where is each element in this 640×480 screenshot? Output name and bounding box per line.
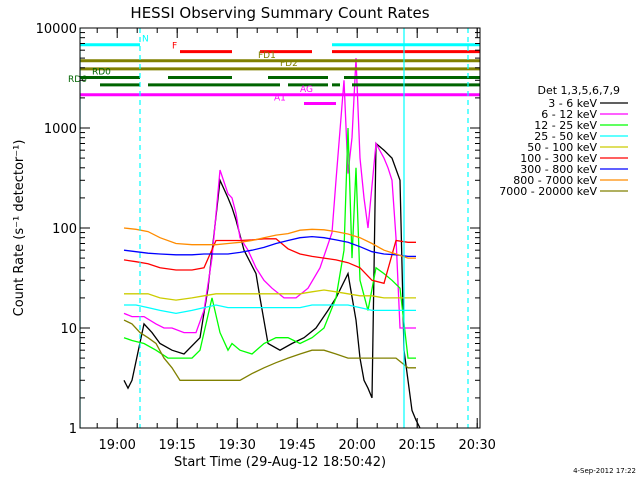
- legend-label-8: 7000 - 20000 keV: [499, 185, 597, 198]
- legend-title: Det 1,3,5,6,7,9: [537, 84, 620, 97]
- y-tick-label: 100: [52, 222, 77, 237]
- flag-label-rd0: RD0: [92, 67, 111, 77]
- x-tick-label: 20:15: [398, 438, 435, 453]
- series-line-5: [123, 238, 416, 285]
- flag-label-fd1: FD1: [258, 51, 276, 61]
- flag-label-a1: A1: [274, 93, 286, 103]
- y-tick-label: 10000: [36, 22, 77, 37]
- flag-label-f: F: [172, 42, 177, 52]
- flag-label-ag: AG: [300, 85, 313, 95]
- legend-label-5: 100 - 300 keV: [520, 152, 597, 165]
- series-line-2: [123, 127, 416, 359]
- legend-label-6: 300 - 800 keV: [520, 163, 597, 176]
- flag-label-fd2: FD2: [280, 59, 298, 69]
- x-tick-label: 20:30: [458, 438, 495, 453]
- x-tick-label: 20:00: [338, 438, 375, 453]
- series-line-7: [123, 227, 416, 259]
- series-line-6: [123, 235, 416, 258]
- series-line-0: [123, 142, 421, 428]
- legend-label-3: 25 - 50 keV: [534, 130, 597, 143]
- legend-label-1: 6 - 12 keV: [541, 108, 597, 121]
- x-tick-label: 19:15: [158, 438, 195, 453]
- timestamp: 4-Sep-2012 17:22: [573, 467, 636, 475]
- series-line-4: [124, 289, 416, 301]
- legend-label-4: 50 - 100 keV: [527, 141, 597, 154]
- chart-title: HESSI Observing Summary Count Rates: [130, 4, 429, 22]
- legend-label-0: 3 - 6 keV: [548, 97, 597, 110]
- x-tick-label: 19:00: [98, 438, 135, 453]
- y-axis-label: Count Rate (s⁻¹ detector⁻¹): [12, 140, 27, 317]
- series-line-8: [123, 319, 416, 381]
- series-line-3: [124, 304, 416, 315]
- x-axis-label: Start Time (29-Aug-12 18:50:42): [174, 455, 386, 470]
- legend-label-7: 800 - 7000 keV: [513, 174, 597, 187]
- x-tick-label: 19:30: [218, 438, 255, 453]
- legend-label-2: 12 - 25 keV: [534, 119, 597, 132]
- series-line-1: [123, 58, 416, 334]
- flag-label-n: N: [142, 35, 149, 45]
- flag-label-rd6: RD6: [68, 75, 87, 85]
- y-tick-label: 1000: [44, 122, 77, 137]
- y-tick-label: 10: [60, 322, 77, 337]
- x-tick-label: 19:45: [278, 438, 315, 453]
- y-tick-label: 1: [69, 422, 77, 437]
